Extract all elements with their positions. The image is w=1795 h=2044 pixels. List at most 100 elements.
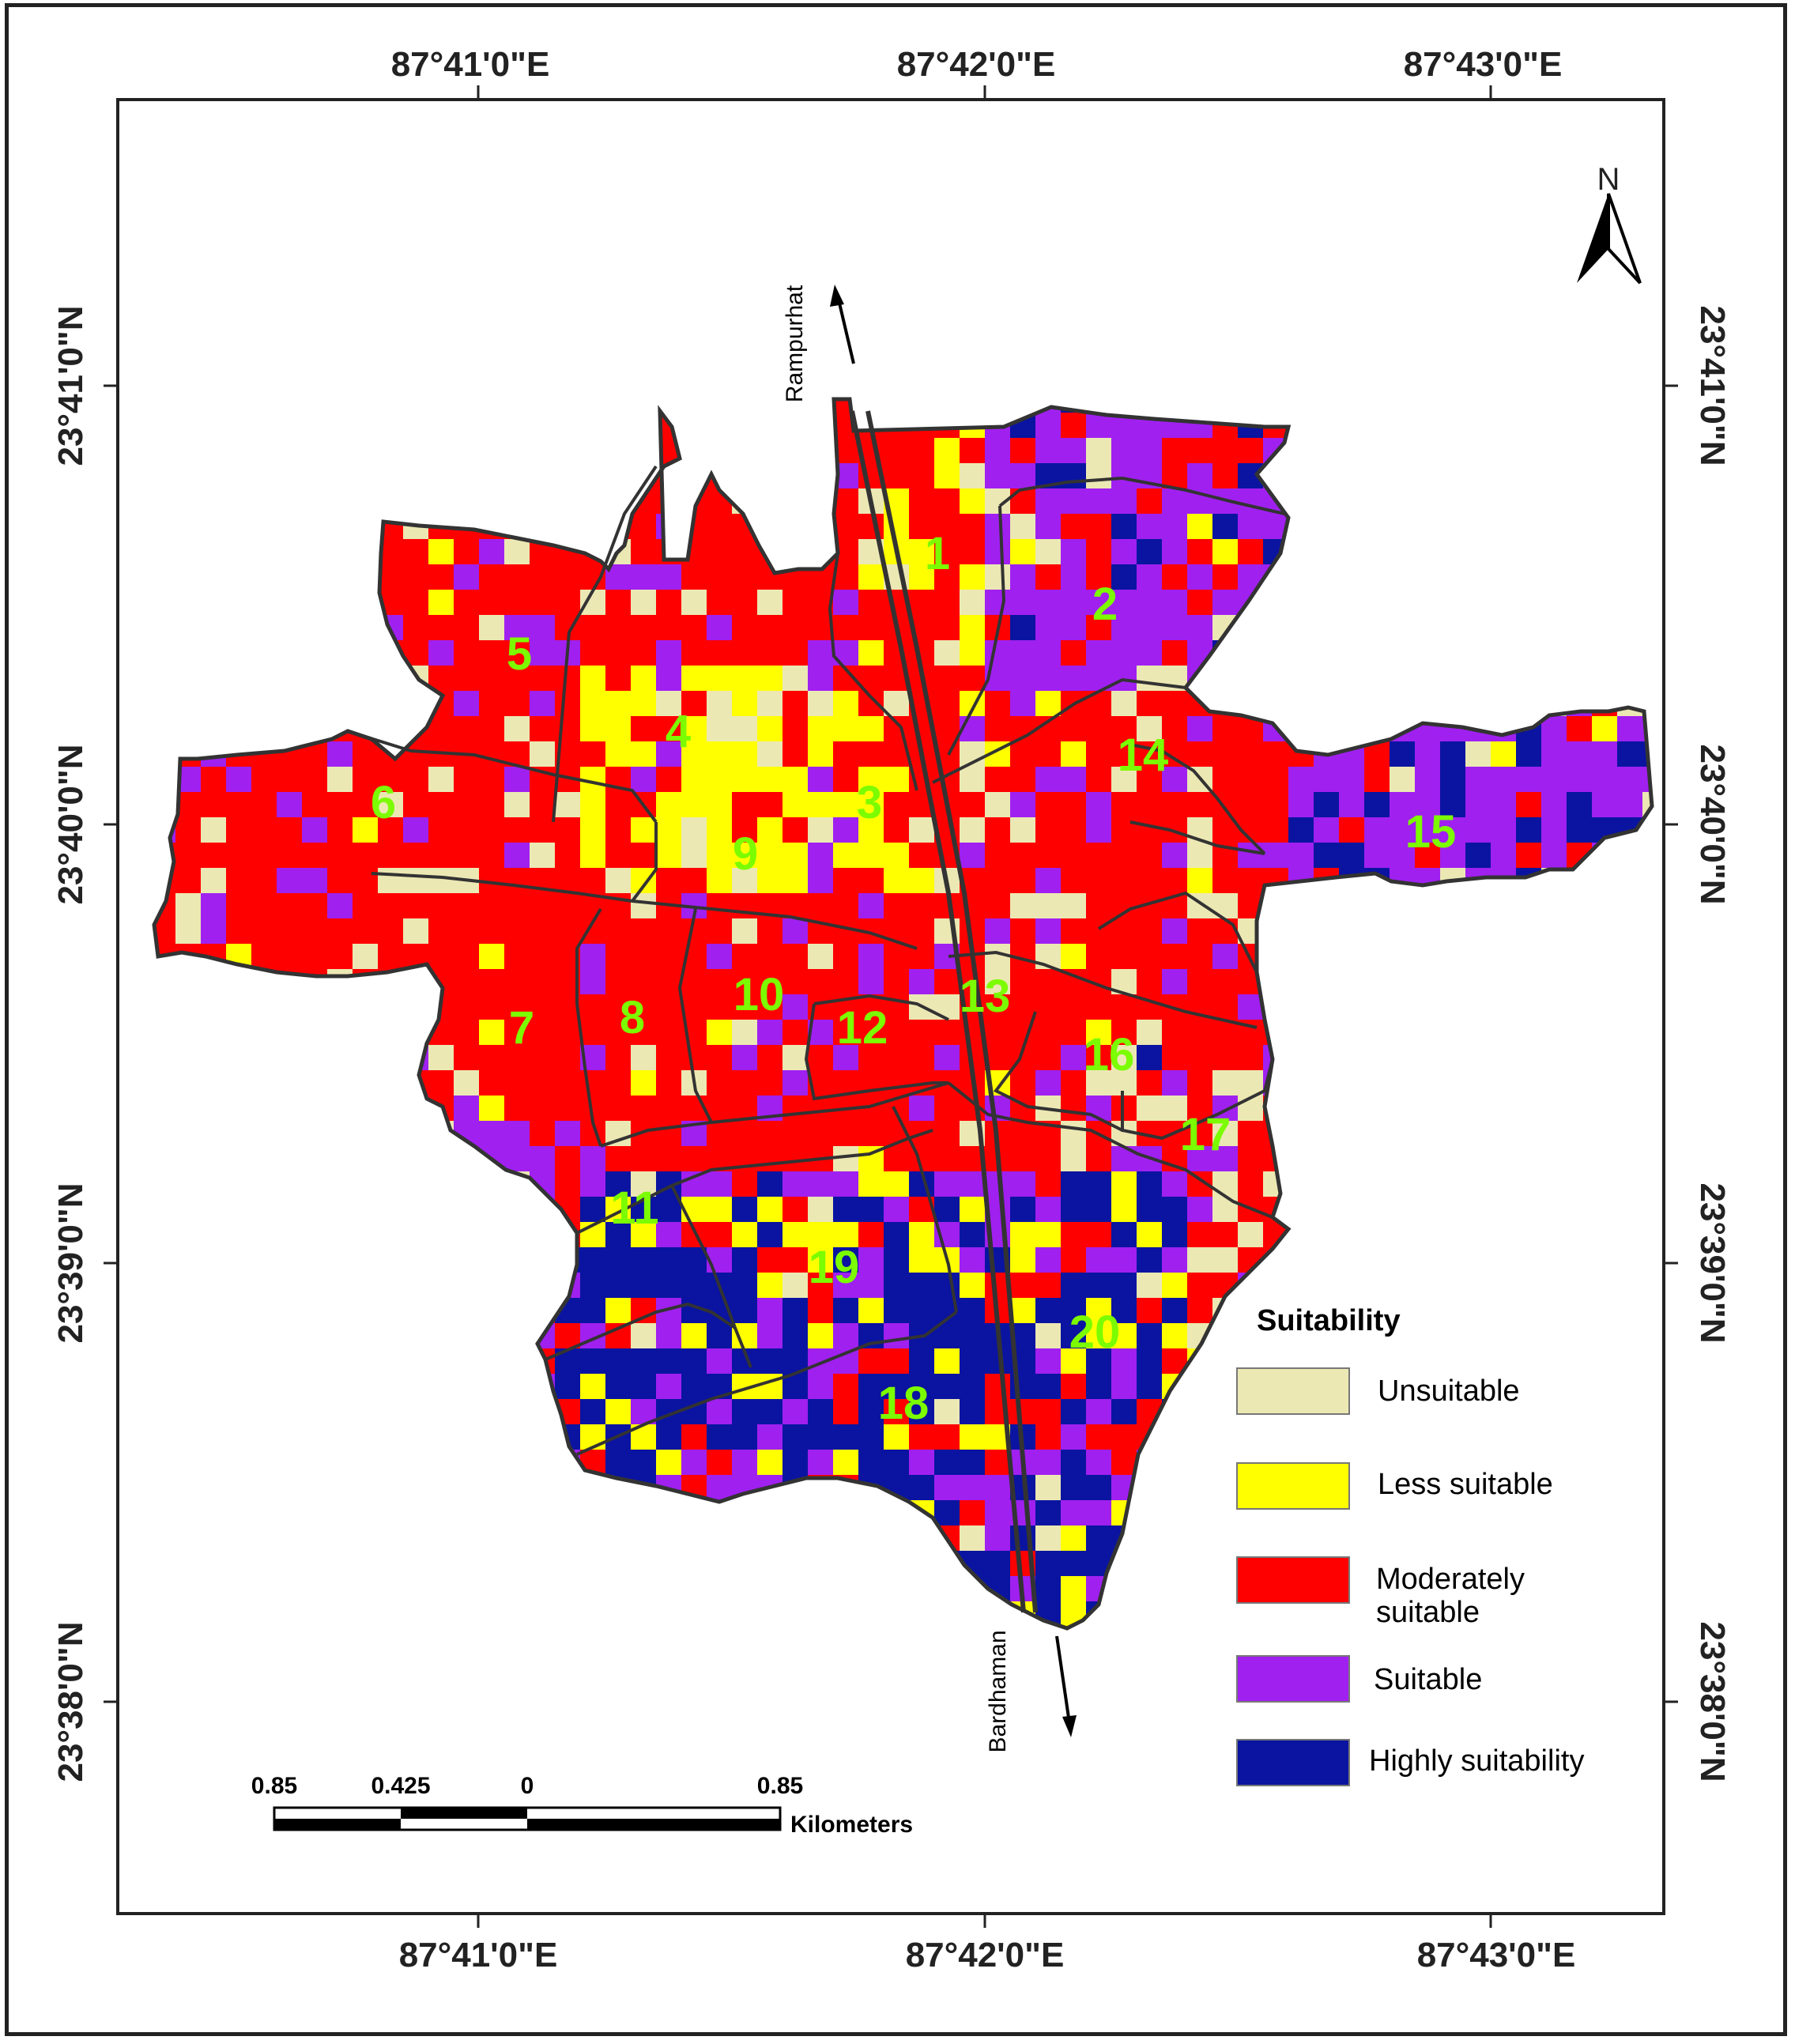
raster-cell xyxy=(327,1171,353,1197)
raster-cell xyxy=(884,1070,910,1096)
raster-cell xyxy=(934,463,960,489)
raster-cell xyxy=(1592,413,1618,439)
raster-cell xyxy=(1162,1424,1188,1450)
raster-cell xyxy=(504,615,530,641)
raster-cell xyxy=(530,1070,556,1096)
raster-cell xyxy=(757,1020,783,1046)
raster-cell xyxy=(782,817,809,843)
raster-cell xyxy=(302,868,328,894)
raster-cell xyxy=(1390,640,1416,666)
raster-cell xyxy=(1617,741,1643,767)
raster-cell xyxy=(428,767,454,793)
raster-cell xyxy=(605,1525,632,1552)
raster-cell xyxy=(378,1551,404,1577)
raster-cell xyxy=(302,615,328,641)
raster-cell xyxy=(1137,1070,1163,1096)
raster-cell xyxy=(1465,514,1491,540)
raster-cell xyxy=(1212,716,1239,742)
raster-cell xyxy=(1187,1576,1213,1602)
raster-cell xyxy=(707,640,733,666)
raster-cell xyxy=(353,438,379,464)
raster-cell xyxy=(327,1576,353,1602)
raster-cell xyxy=(1263,868,1289,894)
raster-cell xyxy=(154,1475,176,1501)
raster-cell xyxy=(530,843,556,869)
raster-cell xyxy=(251,1273,277,1299)
raster-cell xyxy=(1339,1171,1365,1197)
raster-cell xyxy=(555,1475,581,1501)
raster-cell xyxy=(631,590,657,616)
raster-cell xyxy=(782,1171,809,1197)
raster-cell xyxy=(327,691,353,717)
raster-cell xyxy=(1314,843,1340,869)
raster-cell xyxy=(858,1374,884,1400)
raster-cell xyxy=(1187,1070,1213,1096)
raster-cell xyxy=(808,514,834,540)
raster-cell xyxy=(884,944,910,970)
raster-cell xyxy=(1465,1146,1491,1172)
raster-cell xyxy=(277,1121,303,1147)
raster-cell xyxy=(782,1576,809,1602)
raster-cell xyxy=(428,1222,454,1248)
raster-cell xyxy=(403,1323,429,1349)
raster-cell xyxy=(504,640,530,666)
raster-cell xyxy=(1390,843,1416,869)
raster-cell xyxy=(1364,817,1390,843)
raster-cell xyxy=(1162,1500,1188,1526)
raster-cell xyxy=(555,691,581,717)
raster-cell xyxy=(1086,893,1112,919)
raster-cell xyxy=(1111,767,1137,793)
raster-cell xyxy=(1491,1096,1517,1122)
raster-cell xyxy=(1035,1171,1062,1197)
raster-cell xyxy=(1491,944,1517,970)
raster-cell xyxy=(782,1323,809,1349)
raster-cell xyxy=(909,590,935,616)
raster-cell xyxy=(605,1247,632,1273)
raster-cell xyxy=(378,893,404,919)
raster-cell xyxy=(1212,1171,1239,1197)
raster-cell xyxy=(1263,767,1289,793)
raster-cell xyxy=(858,868,884,894)
raster-cell xyxy=(934,1197,960,1223)
raster-cell xyxy=(454,1399,480,1425)
raster-cell xyxy=(858,767,884,793)
raster-cell xyxy=(428,1399,454,1425)
raster-cell xyxy=(530,1500,556,1526)
raster-cell xyxy=(1491,969,1517,995)
raster-cell xyxy=(732,868,758,894)
raster-cell xyxy=(909,399,935,413)
raster-cell xyxy=(277,413,303,439)
north-arrow: N xyxy=(1577,162,1642,285)
raster-cell xyxy=(1567,1424,1593,1450)
map-frame xyxy=(5,3,1787,2036)
raster-cell xyxy=(277,1551,303,1577)
raster-cell xyxy=(909,1247,935,1273)
raster-cell xyxy=(1314,1045,1340,1071)
raster-cell xyxy=(1035,438,1062,464)
raster-cell xyxy=(1035,1247,1062,1273)
raster-cell xyxy=(681,438,707,464)
raster-cell xyxy=(757,399,783,413)
raster-cell xyxy=(1617,438,1643,464)
raster-cell xyxy=(1263,792,1289,818)
raster-cell xyxy=(403,488,429,515)
raster-cell xyxy=(428,1146,454,1172)
raster-cell xyxy=(605,640,632,666)
raster-cell xyxy=(1086,1374,1112,1400)
raster-cell xyxy=(782,716,809,742)
raster-cell xyxy=(934,514,960,540)
raster-cell xyxy=(201,1576,227,1602)
raster-cell xyxy=(154,1247,176,1273)
raster-cell xyxy=(580,666,606,692)
raster-cell xyxy=(327,741,353,767)
raster-cell xyxy=(1541,716,1567,742)
raster-cell xyxy=(1061,1070,1087,1096)
raster-cell xyxy=(1288,564,1314,590)
raster-cell xyxy=(327,1551,353,1577)
raster-cell xyxy=(353,1070,379,1096)
raster-cell xyxy=(1541,1298,1567,1324)
raster-cell xyxy=(530,1146,556,1172)
raster-cell xyxy=(1061,514,1087,540)
raster-cell xyxy=(1137,590,1163,616)
raster-cell xyxy=(1035,868,1062,894)
